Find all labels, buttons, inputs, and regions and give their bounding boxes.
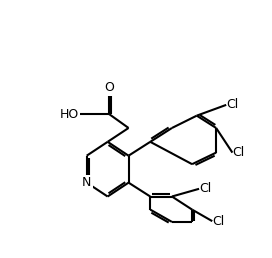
Text: HO: HO: [60, 108, 79, 121]
Text: Cl: Cl: [226, 98, 239, 111]
Text: Cl: Cl: [232, 146, 245, 159]
Text: Cl: Cl: [212, 215, 224, 228]
Text: N: N: [82, 176, 91, 189]
Text: Cl: Cl: [199, 182, 211, 195]
Text: O: O: [104, 82, 114, 94]
